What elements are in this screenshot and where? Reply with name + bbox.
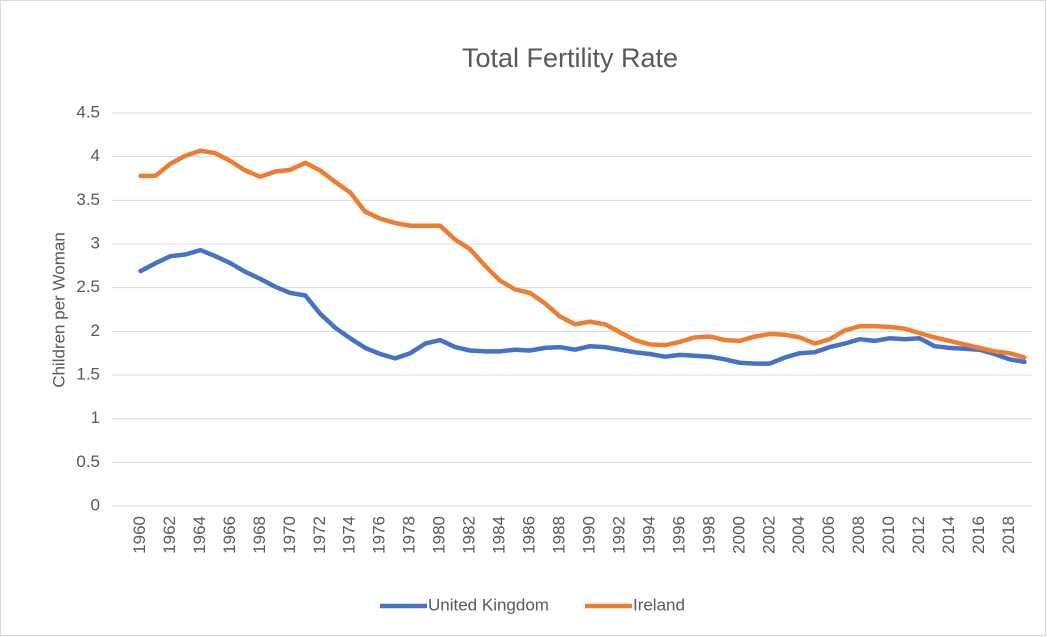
x-tick-label: 2006 [819,516,838,554]
x-tick-label: 1964 [190,516,209,554]
y-tick-label: 1 [91,408,100,427]
y-axis-label: Children per Woman [49,232,68,388]
x-tick-label: 1992 [609,516,628,554]
x-tick-label: 2016 [969,516,988,554]
x-tick-label: 1960 [130,516,149,554]
x-tick-label: 2010 [879,516,898,554]
legend-label: United Kingdom [428,595,549,614]
y-tick-label: 0.5 [76,452,100,471]
x-tick-label: 1974 [340,516,359,554]
y-tick-label: 2 [91,321,100,340]
series-line [138,148,1027,360]
y-tick-label: 3.5 [76,190,100,209]
x-tick-label: 2018 [999,516,1018,554]
x-tick-label: 1994 [639,516,658,554]
x-tick-label: 1962 [160,516,179,554]
x-tick-label: 2004 [789,516,808,554]
x-tick-label: 1990 [579,516,598,554]
x-tick-label: 1972 [310,516,329,554]
y-tick-label: 4.5 [76,102,100,121]
x-tick-label: 1966 [220,516,239,554]
x-tick-label: 1970 [280,516,299,554]
x-tick-label: 1986 [520,516,539,554]
x-tick-label: 1984 [490,516,509,554]
x-tick-label: 1978 [400,516,419,554]
x-tick-label: 2014 [939,516,958,554]
x-tick-label: 1976 [370,516,389,554]
y-tick-label: 4 [91,146,100,165]
legend-label: Ireland [633,595,685,614]
x-tick-label: 1968 [250,516,269,554]
y-tick-label: 0 [91,495,100,514]
x-tick-label: 2002 [759,516,778,554]
x-tick-label: 1988 [549,516,568,554]
x-tick-label: 2012 [909,516,928,554]
y-tick-label: 2.5 [76,277,100,296]
y-tick-label: 3 [91,233,100,252]
series-line [138,247,1027,366]
x-tick-label: 1980 [430,516,449,554]
x-tick-label: 1998 [699,516,718,554]
x-tick-label: 2000 [729,516,748,554]
y-tick-label: 1.5 [76,364,100,383]
x-tick-label: 1996 [669,516,688,554]
x-tick-label: 2008 [849,516,868,554]
chart-title: Total Fertility Rate [462,43,678,73]
x-tick-label: 1982 [460,516,479,554]
